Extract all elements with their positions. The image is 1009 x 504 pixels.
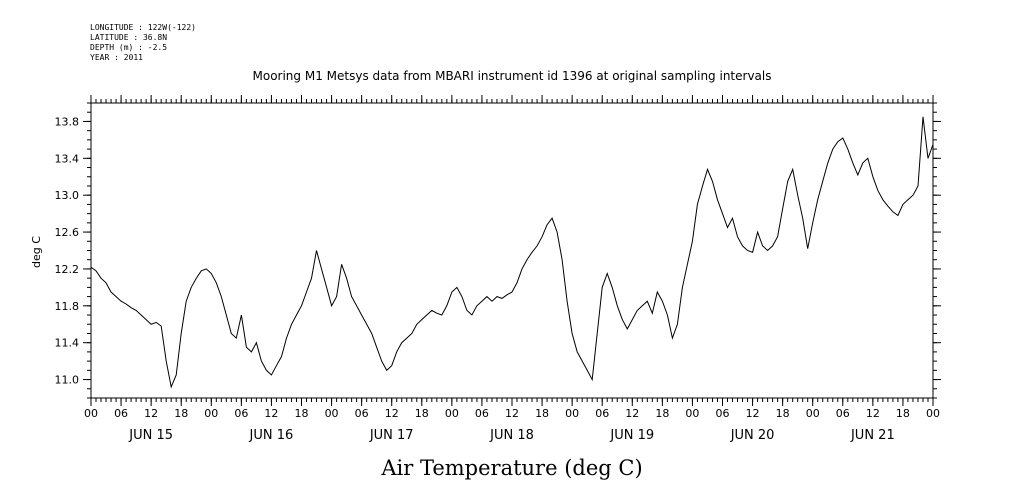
y-tick-label: 13.8 bbox=[55, 115, 80, 128]
x-tick-label: 00 bbox=[806, 407, 820, 420]
series-line-air-temperature bbox=[90, 116, 934, 389]
x-tick-label: 18 bbox=[174, 407, 188, 420]
y-tick-label: 11.4 bbox=[55, 337, 80, 350]
y-ticks bbox=[83, 102, 941, 399]
series-group bbox=[90, 116, 934, 389]
x-tick-label: 06 bbox=[355, 407, 369, 420]
x-tick-label: 18 bbox=[415, 407, 429, 420]
day-label: JUN 15 bbox=[128, 428, 173, 443]
y-tick-label: 13.0 bbox=[55, 189, 80, 202]
day-labels: JUN 15 JUN 16 JUN 17 JUN 18 JUN 19 JUN 20 JUN … bbox=[128, 428, 894, 443]
day-label: JUN 19 bbox=[609, 428, 654, 443]
x-tick-label: 18 bbox=[776, 407, 790, 420]
x-tick-label: 12 bbox=[746, 407, 760, 420]
y-tick-label: 13.4 bbox=[55, 152, 80, 165]
x-tick-label: 18 bbox=[655, 407, 669, 420]
longitude-text: LONGITUDE : 122W(-122) bbox=[90, 23, 196, 32]
year-text: YEAR : 2011 bbox=[90, 53, 143, 62]
y-tick-labels: 11.0 11.4 11.8 12.2 12.6 13.0 13.4 13.8 bbox=[55, 115, 80, 386]
day-label: JUN 18 bbox=[489, 428, 534, 443]
bottom-title: Air Temperature (deg C) bbox=[380, 456, 642, 480]
x-tick-label: 12 bbox=[264, 407, 278, 420]
x-tick-label: 18 bbox=[295, 407, 309, 420]
depth-text: DEPTH (m) : -2.5 bbox=[90, 43, 167, 52]
x-tick-label: 00 bbox=[926, 407, 940, 420]
x-tick-label: 00 bbox=[325, 407, 339, 420]
day-label: JUN 21 bbox=[850, 428, 895, 443]
x-major-ticks bbox=[90, 95, 934, 406]
chart-title: Mooring M1 Metsys data from MBARI instru… bbox=[253, 69, 772, 83]
x-tick-label: 06 bbox=[234, 407, 248, 420]
x-tick-label: 00 bbox=[685, 407, 699, 420]
x-tick-label: 12 bbox=[505, 407, 519, 420]
day-label: JUN 16 bbox=[249, 428, 294, 443]
x-tick-label: 00 bbox=[565, 407, 579, 420]
x-tick-label: 18 bbox=[535, 407, 549, 420]
x-tick-label: 06 bbox=[836, 407, 850, 420]
plot-frame bbox=[90, 102, 934, 399]
x-tick-label: 06 bbox=[475, 407, 489, 420]
x-tick-labels: 00 06 12 18 00 06 12 18 00 06 12 18 00 06 12 18 00 06 12 18… bbox=[84, 407, 940, 420]
y-tick-label: 12.6 bbox=[55, 226, 80, 239]
y-axis-label: deg C bbox=[30, 236, 43, 268]
x-tick-label: 12 bbox=[625, 407, 639, 420]
x-tick-label: 00 bbox=[445, 407, 459, 420]
x-tick-label: 06 bbox=[114, 407, 128, 420]
x-tick-label: 18 bbox=[896, 407, 910, 420]
x-tick-label: 00 bbox=[204, 407, 218, 420]
x-minor-ticks bbox=[90, 99, 934, 402]
x-tick-label: 12 bbox=[866, 407, 880, 420]
y-tick-label: 11.0 bbox=[55, 374, 80, 387]
x-tick-label: 00 bbox=[84, 407, 98, 420]
x-tick-label: 12 bbox=[385, 407, 399, 420]
x-tick-label: 06 bbox=[716, 407, 730, 420]
latitude-text: LATITUDE : 36.8N bbox=[90, 33, 167, 42]
y-tick-label: 12.2 bbox=[55, 263, 80, 276]
x-tick-label: 06 bbox=[595, 407, 609, 420]
day-label: JUN 17 bbox=[369, 428, 414, 443]
x-tick-label: 12 bbox=[144, 407, 158, 420]
y-tick-label: 11.8 bbox=[55, 300, 80, 313]
day-label: JUN 20 bbox=[730, 428, 775, 443]
